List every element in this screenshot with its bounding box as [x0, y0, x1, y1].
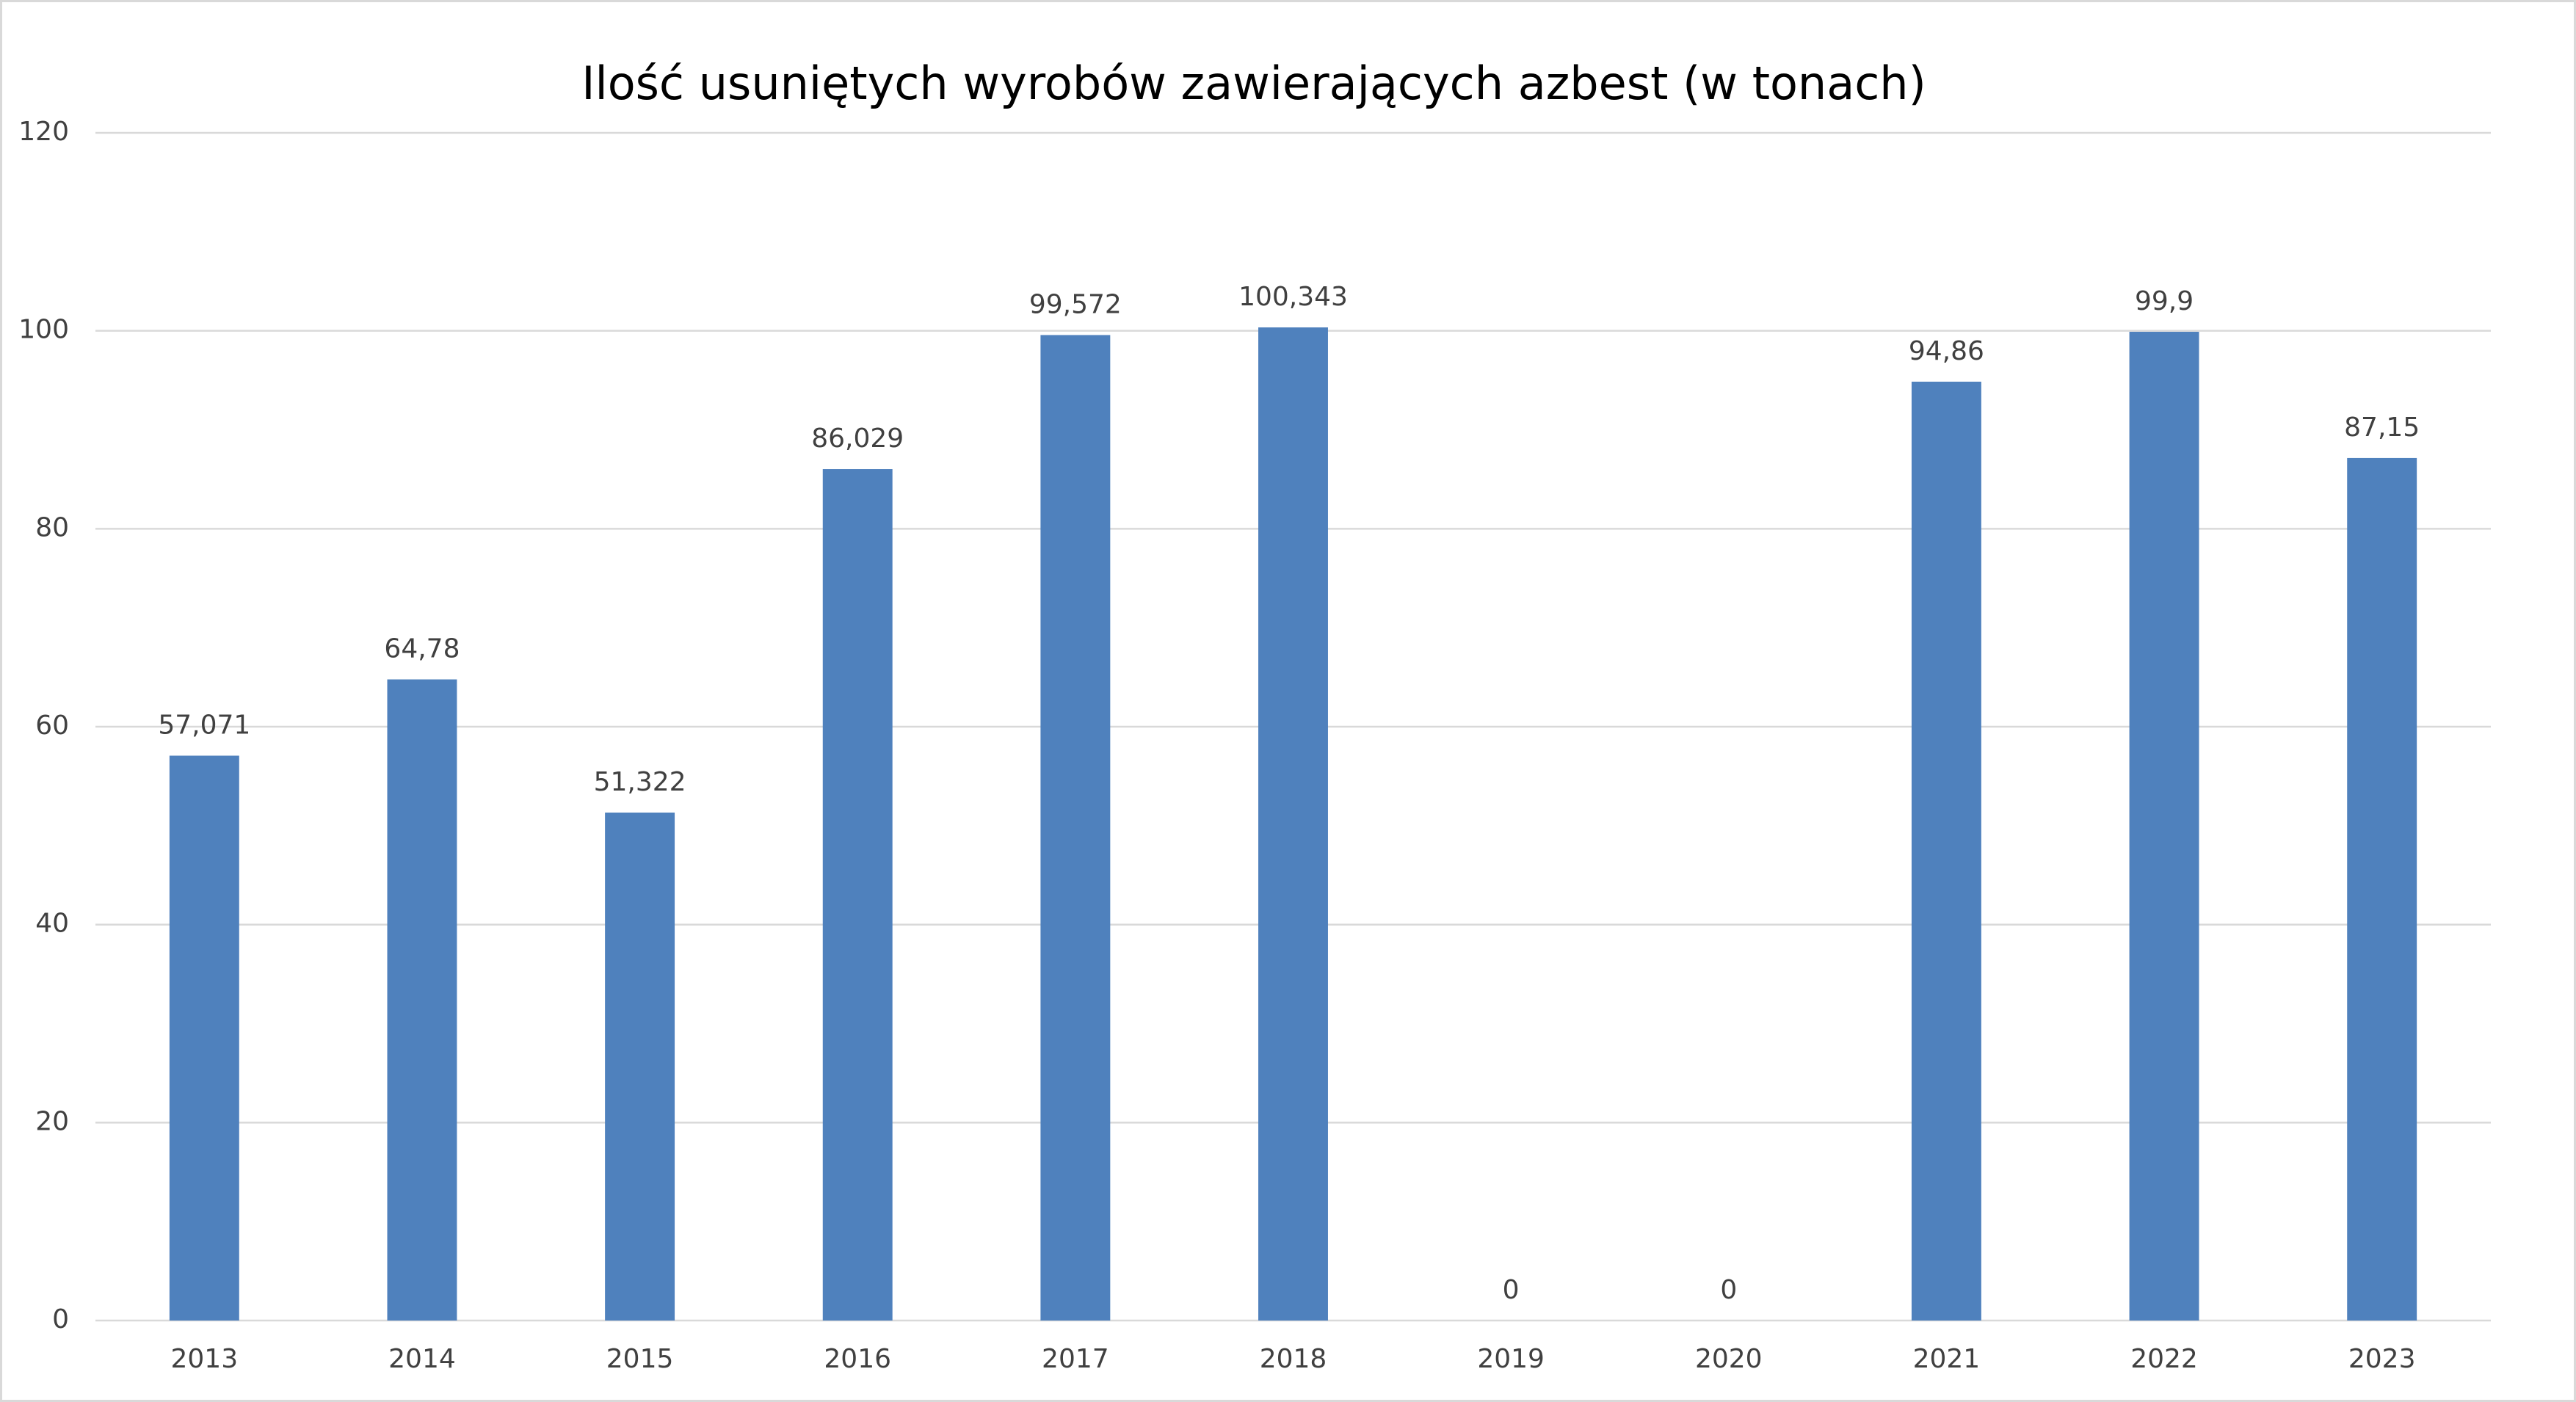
data-label: 99,572: [1029, 289, 1122, 319]
x-tick-label: 2019: [1477, 1344, 1545, 1374]
bar: [387, 679, 457, 1321]
bar: [1911, 381, 1981, 1321]
y-tick-label: 120: [18, 117, 69, 147]
x-tick-label: 2017: [1042, 1344, 1109, 1374]
bar: [2129, 332, 2199, 1321]
bar: [1040, 335, 1111, 1321]
bar: [822, 469, 893, 1321]
y-tick-label: 100: [18, 315, 69, 345]
x-tick-label: 2018: [1260, 1344, 1327, 1374]
y-tick-label: 60: [35, 711, 69, 741]
data-label: 100,343: [1238, 282, 1348, 312]
x-tick-label: 2013: [171, 1344, 239, 1374]
data-label: 64,78: [384, 634, 460, 664]
data-label: 94,86: [1909, 336, 1984, 366]
y-tick-label: 80: [35, 512, 69, 542]
data-label: 0: [1720, 1275, 1737, 1305]
x-tick-label: 2020: [1695, 1344, 1763, 1374]
data-label: 0: [1503, 1275, 1520, 1305]
data-label: 99,9: [2135, 286, 2194, 316]
y-tick-label: 40: [35, 909, 69, 939]
chart-title: Ilość usuniętych wyrobów zawierających a…: [581, 57, 1926, 110]
x-tick-label: 2016: [824, 1344, 891, 1374]
bar: [1258, 327, 1328, 1321]
data-label: 51,322: [594, 767, 686, 797]
data-label: 57,071: [158, 710, 250, 740]
x-tick-label: 2023: [2348, 1344, 2416, 1374]
x-tick-label: 2014: [388, 1344, 456, 1374]
bar: [2347, 457, 2417, 1321]
y-tick-label: 0: [52, 1304, 69, 1334]
x-tick-label: 2015: [606, 1344, 674, 1374]
bar: [169, 755, 239, 1321]
data-label: 86,029: [811, 424, 904, 454]
data-label: 87,15: [2344, 413, 2420, 443]
y-tick-label: 20: [35, 1106, 69, 1136]
x-tick-label: 2022: [2130, 1344, 2198, 1374]
x-tick-label: 2021: [1913, 1344, 1981, 1374]
bar: [605, 813, 675, 1321]
